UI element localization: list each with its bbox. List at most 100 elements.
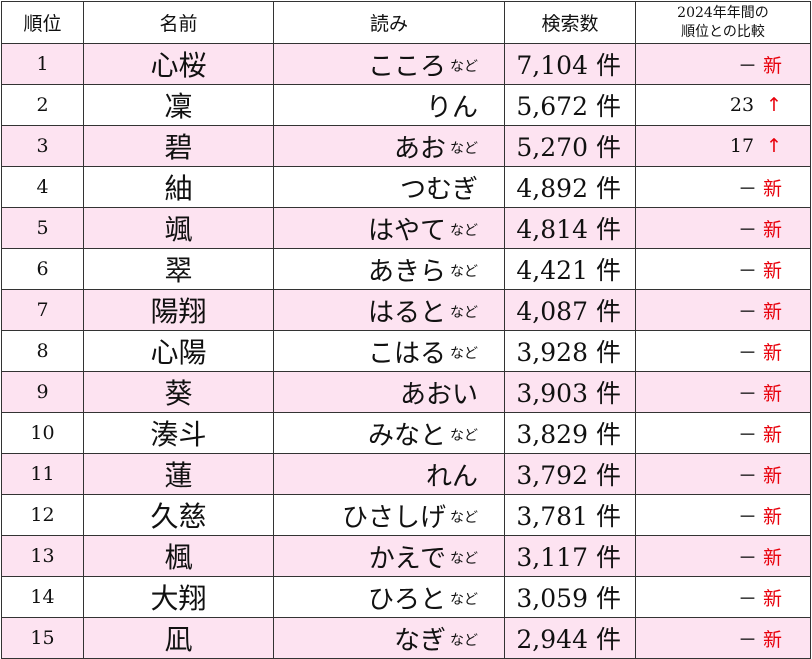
table-row: 3 碧あお など 5,270 件 17 ↑ bbox=[1, 125, 811, 167]
rank-cell: 9 bbox=[1, 371, 84, 413]
compare-cell: －新 bbox=[635, 576, 811, 618]
yomi-text: みなと bbox=[367, 420, 446, 451]
rank-cell: 10 bbox=[1, 412, 84, 454]
count-value: 5,270 bbox=[516, 133, 588, 162]
yomi-cell: あおい bbox=[273, 371, 505, 413]
compare-cell: －新 bbox=[635, 371, 811, 413]
compare-cell: －新 bbox=[635, 453, 811, 495]
yomi-text: あきら bbox=[367, 256, 446, 287]
compare-cell: －新 bbox=[635, 207, 811, 249]
table-row: 10 湊斗 みなと など 3,829 件－新 bbox=[1, 412, 811, 454]
name-cell: 湊斗 bbox=[83, 412, 274, 454]
compare-cell: 23 ↑ bbox=[635, 84, 811, 126]
nado-note: など bbox=[450, 222, 478, 239]
dash: － bbox=[737, 259, 757, 282]
nado-note: など bbox=[450, 345, 478, 362]
new-entry-label: 新 bbox=[762, 218, 782, 241]
name-cell: 蓮 bbox=[83, 453, 274, 495]
count-value: 5,672 bbox=[516, 92, 588, 121]
yomi-cell: こはる など bbox=[273, 330, 505, 372]
name-cell: 碧 bbox=[83, 125, 274, 167]
count-unit: 件 bbox=[595, 256, 621, 285]
count-unit: 件 bbox=[595, 625, 621, 654]
name-cell: 凪 bbox=[83, 617, 274, 659]
new-entry-label: 新 bbox=[762, 587, 782, 610]
count-cell: 2,944 件 bbox=[504, 617, 636, 659]
yomi-cell: りん bbox=[273, 84, 505, 126]
rank-cell: 6 bbox=[1, 248, 84, 290]
count-cell: 3,117 件 bbox=[504, 535, 636, 577]
yomi-text: はやて bbox=[367, 215, 446, 246]
count-cell: 3,903 件 bbox=[504, 371, 636, 413]
count-value: 3,792 bbox=[516, 461, 588, 490]
table-row: 12 久慈 ひさしげ など 3,781 件－新 bbox=[1, 494, 811, 536]
table-row: 14 大翔 ひろと など 3,059 件－新 bbox=[1, 576, 811, 618]
rank-cell: 7 bbox=[1, 289, 84, 331]
count-cell: 4,421 件 bbox=[504, 248, 636, 290]
count-unit: 件 bbox=[595, 502, 621, 531]
name-cell: 大翔 bbox=[83, 576, 274, 618]
yomi-cell: れん bbox=[273, 453, 505, 495]
name-cell: 心桜 bbox=[83, 43, 274, 85]
header-compare-line2: 順位との比較 bbox=[681, 23, 765, 40]
rank-cell: 5 bbox=[1, 207, 84, 249]
count-value: 3,903 bbox=[516, 379, 588, 408]
new-entry-label: 新 bbox=[762, 177, 782, 200]
count-unit: 件 bbox=[595, 297, 621, 326]
name-cell: 久慈 bbox=[83, 494, 274, 536]
name-cell: 楓 bbox=[83, 535, 274, 577]
nado-note: など bbox=[450, 263, 478, 280]
count-unit: 件 bbox=[595, 92, 621, 121]
table-row: 2 凜 りん 5,672 件 23 ↑ bbox=[1, 84, 811, 126]
count-cell: 3,781 件 bbox=[504, 494, 636, 536]
dash: － bbox=[737, 382, 757, 405]
nado-note: など bbox=[450, 632, 478, 649]
yomi-text: りん bbox=[425, 92, 478, 123]
count-unit: 件 bbox=[595, 338, 621, 367]
table-row: 6 翠 あきら など 4,421 件－新 bbox=[1, 248, 811, 290]
dash: － bbox=[737, 177, 757, 200]
table-row: 13 楓かえで など 3,117 件－新 bbox=[1, 535, 811, 577]
count-cell: 7,104 件 bbox=[504, 43, 636, 85]
table-row: 1 心桜 こころ など 7,104 件－新 bbox=[1, 43, 811, 85]
header-rank: 順位 bbox=[1, 1, 84, 44]
count-value: 4,087 bbox=[516, 297, 588, 326]
yomi-cell: ひさしげ など bbox=[273, 494, 505, 536]
name-cell: 颯 bbox=[83, 207, 274, 249]
count-value: 4,814 bbox=[516, 215, 588, 244]
count-value: 4,892 bbox=[516, 174, 588, 203]
yomi-cell: あお など bbox=[273, 125, 505, 167]
count-cell: 5,672 件 bbox=[504, 84, 636, 126]
rank-cell: 13 bbox=[1, 535, 84, 577]
count-unit: 件 bbox=[595, 215, 621, 244]
yomi-text: ひろと bbox=[367, 584, 446, 615]
count-cell: 4,892 件 bbox=[504, 166, 636, 208]
count-cell: 4,814 件 bbox=[504, 207, 636, 249]
name-cell: 翠 bbox=[83, 248, 274, 290]
count-unit: 件 bbox=[595, 174, 621, 203]
dash: － bbox=[737, 423, 757, 446]
compare-cell: －新 bbox=[635, 248, 811, 290]
count-cell: 3,928 件 bbox=[504, 330, 636, 372]
dash: － bbox=[737, 587, 757, 610]
yomi-text: かえで bbox=[368, 543, 446, 574]
dash: － bbox=[737, 546, 757, 569]
header-compare: 2024年年間の 順位との比較 bbox=[635, 1, 811, 44]
header-row: 順位 名前 読み 検索数 2024年年間の 順位との比較 bbox=[1, 1, 811, 44]
new-entry-label: 新 bbox=[762, 382, 782, 405]
count-unit: 件 bbox=[595, 461, 621, 490]
table-row: 4 紬つむぎ 4,892 件－新 bbox=[1, 166, 811, 208]
table-row: 5 颯はやて など 4,814 件－新 bbox=[1, 207, 811, 249]
nado-note: など bbox=[450, 591, 478, 608]
name-cell: 葵 bbox=[83, 371, 274, 413]
yomi-text: れん bbox=[425, 461, 478, 492]
count-cell: 3,059 件 bbox=[504, 576, 636, 618]
compare-cell: 17 ↑ bbox=[635, 125, 811, 167]
new-entry-label: 新 bbox=[762, 423, 782, 446]
name-cell: 紬 bbox=[83, 166, 274, 208]
yomi-cell: なぎ など bbox=[273, 617, 505, 659]
compare-cell: －新 bbox=[635, 494, 811, 536]
count-unit: 件 bbox=[595, 543, 621, 572]
yomi-cell: つむぎ bbox=[273, 166, 505, 208]
name-cell: 凜 bbox=[83, 84, 274, 126]
